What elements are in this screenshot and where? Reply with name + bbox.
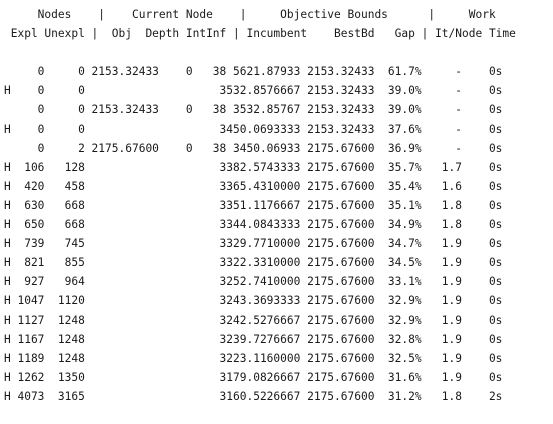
log-rows: 0 0 2153.32433 0 38 5621.87933 2153.3243…	[0, 43, 553, 406]
log-row	[0, 43, 553, 62]
log-row: H 420 458 3365.4310000 2175.67600 35.4% …	[4, 179, 503, 193]
log-row: H 0 0 3532.8576667 2153.32433 39.0% - 0s	[4, 84, 503, 98]
log-row: 0 2 2175.67600 0 38 3450.06933 2175.6760…	[4, 141, 503, 155]
log-row: H 1262 1350 3179.0826667 2175.67600 31.6…	[4, 370, 503, 384]
log-row: H 0 0 3450.0693333 2153.32433 37.6% - 0s	[4, 122, 503, 136]
log-row: H 1127 1248 3242.5276667 2175.67600 32.9…	[4, 313, 503, 327]
log-row: H 821 855 3322.3310000 2175.67600 34.5% …	[4, 256, 503, 270]
log-row: H 106 128 3382.5743333 2175.67600 35.7% …	[4, 160, 503, 174]
log-header-column-row: Expl Unexpl | Obj Depth IntInf | Incumbe…	[4, 27, 516, 41]
log-row: H 739 745 3329.7710000 2175.67600 34.7% …	[4, 237, 503, 251]
log-row: H 650 668 3344.0843333 2175.67600 34.9% …	[4, 218, 503, 232]
log-row: 0 0 2153.32433 0 38 5621.87933 2153.3243…	[4, 65, 503, 79]
log-row: H 927 964 3252.7410000 2175.67600 33.1% …	[4, 275, 503, 289]
log-row: H 630 668 3351.1176667 2175.67600 35.1% …	[4, 198, 503, 212]
log-row: H 1189 1248 3223.1160000 2175.67600 32.5…	[4, 351, 503, 365]
log-row: H 4073 3165 3160.5226667 2175.67600 31.2…	[4, 389, 503, 403]
log-row: H 1047 1120 3243.3693333 2175.67600 32.9…	[4, 294, 503, 308]
log-row: 0 0 2153.32433 0 38 3532.85767 2153.3243…	[4, 103, 503, 117]
log-header-group-row: Nodes | Current Node | Objective Bounds …	[4, 8, 496, 21]
log-row: H 1167 1248 3239.7276667 2175.67600 32.8…	[4, 332, 503, 346]
